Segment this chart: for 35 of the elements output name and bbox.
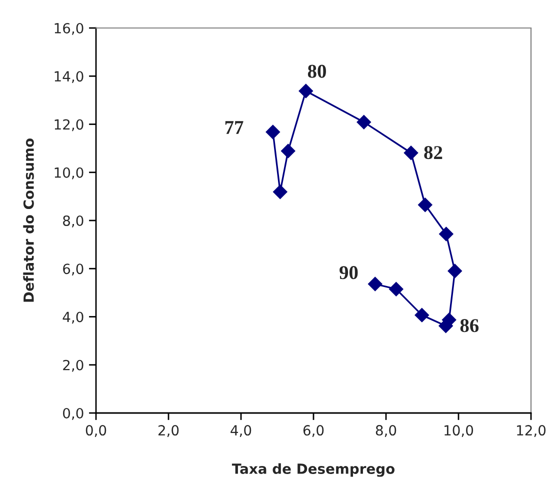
point [273, 184, 288, 199]
annotation: 80 [308, 64, 326, 78]
point [404, 146, 418, 160]
y-tick-label: 6,0 [63, 264, 84, 276]
point [439, 226, 454, 242]
annotation: 90 [340, 266, 358, 280]
annotation: 86 [460, 319, 479, 332]
x-tick-label: 2,0 [158, 425, 179, 437]
point [266, 124, 280, 140]
point [356, 115, 371, 130]
y-tick-label: 16,0 [54, 22, 84, 35]
annotation: 82 [424, 146, 442, 160]
annotation: 77 [225, 121, 244, 134]
point [418, 198, 432, 212]
x-tick-label: 4,0 [230, 425, 252, 437]
x-tick-label: 10,0 [444, 425, 474, 437]
y-tick-label: 0,0 [63, 408, 84, 420]
y-tick-label: 8,0 [63, 215, 84, 228]
point [298, 84, 313, 98]
point [281, 144, 296, 158]
y-tick-label: 12,0 [54, 119, 84, 132]
x-axis-title: Taxa de Desemprego [232, 463, 395, 477]
x-tick-label: 6,0 [303, 425, 324, 437]
y-tick-label: 10,0 [54, 167, 84, 180]
point [414, 308, 429, 322]
y-axis-title: Deflator do Consumo [23, 138, 34, 302]
y-tick-label: 2,0 [63, 360, 84, 372]
point [368, 276, 382, 292]
y-tick-label: 4,0 [62, 312, 84, 324]
x-tick-label: 0,0 [86, 425, 106, 437]
x-tick-label: 12,0 [517, 425, 546, 437]
point [448, 264, 462, 278]
point [389, 282, 404, 296]
x-tick-label: 8,0 [376, 425, 396, 437]
y-tick-label: 14,0 [54, 71, 84, 84]
